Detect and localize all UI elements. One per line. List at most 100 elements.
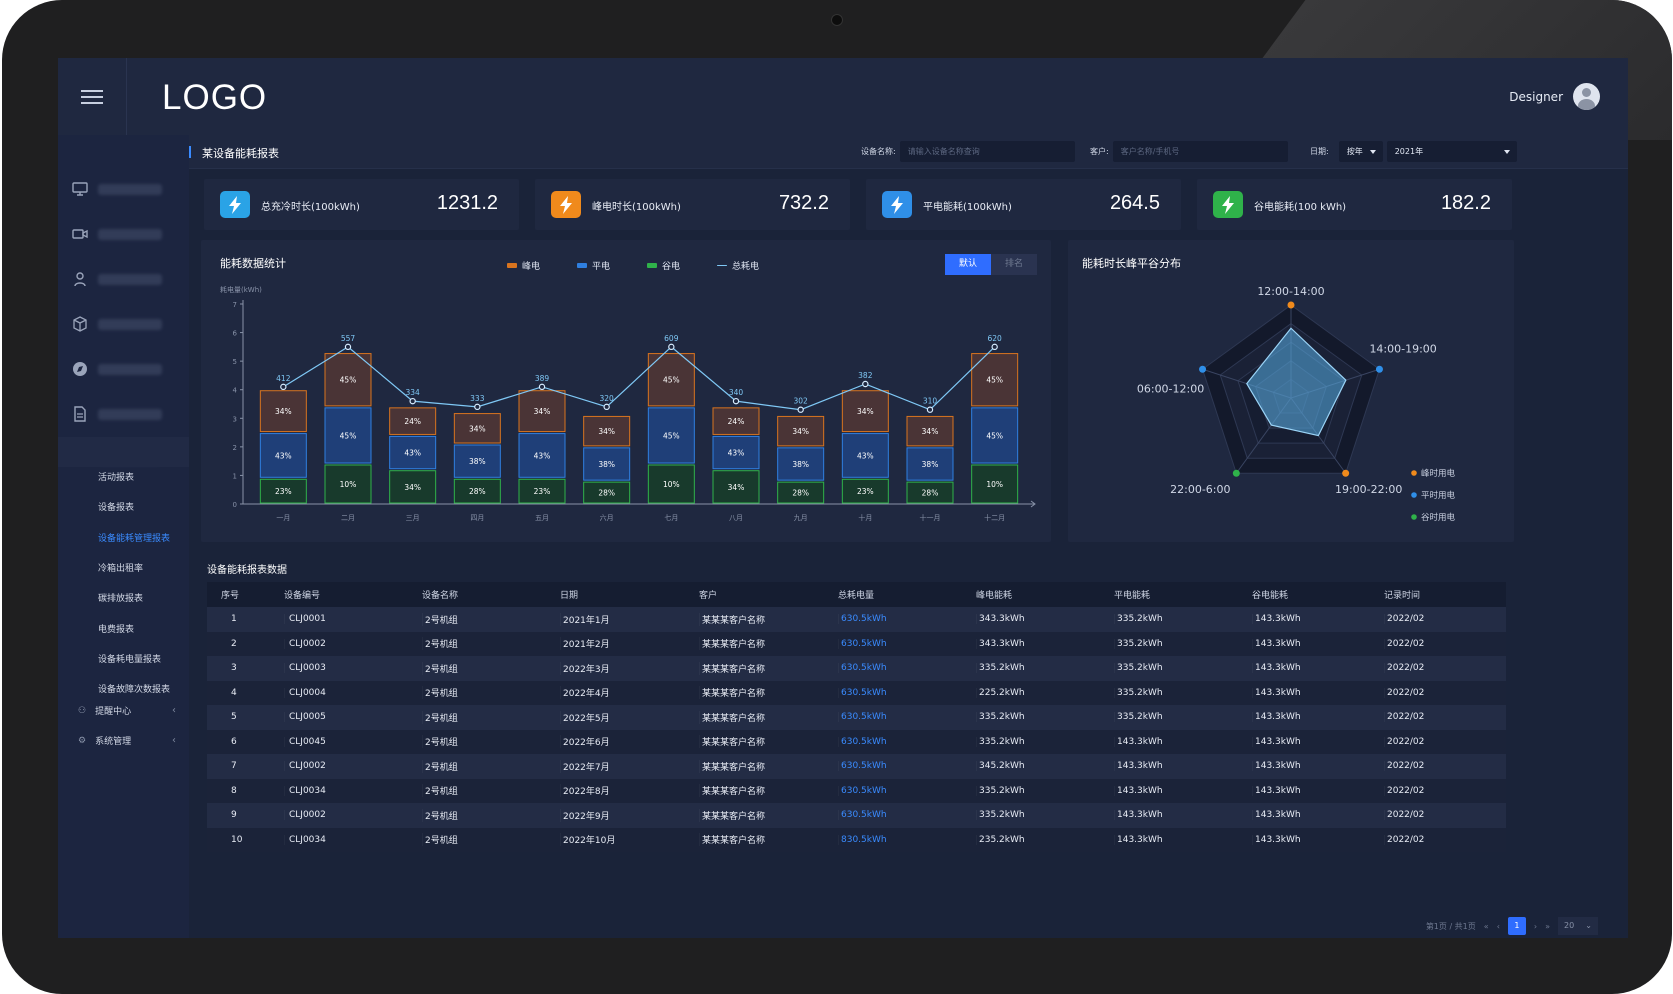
bar-segment-谷电[interactable]: [647, 464, 695, 504]
table-row[interactable]: 5 CLJ0005 2号机组 2022年5月 某某某客户名称 630.5kWh 335.2k…: [207, 705, 1506, 730]
next-page-icon[interactable]: ›: [1533, 921, 1538, 931]
menu-toggle-button[interactable]: [58, 58, 127, 135]
table-row[interactable]: 4 CLJ0004 2号机组 2022年4月 某某某客户名称 630.5kWh 225.2k…: [207, 680, 1506, 705]
bar-segment-谷电[interactable]: [389, 470, 437, 504]
table-row[interactable]: 8 CLJ0034 2号机组 2022年8月 某某某客户名称 630.5kWh 335.2k…: [207, 778, 1506, 803]
sidebar-subitem[interactable]: 电费报表: [98, 624, 135, 635]
bar-segment-峰电[interactable]: [777, 415, 825, 447]
table-row[interactable]: 6 CLJ0045 2号机组 2022年6月 某某某客户名称 630.5kWh 335.2k…: [207, 729, 1506, 754]
bar-segment-峰电[interactable]: [518, 390, 566, 433]
sidebar-item-compass[interactable]: [72, 361, 162, 377]
bar-segment-峰电[interactable]: [389, 407, 437, 435]
total-point[interactable]: [474, 403, 481, 411]
radar-legend-label[interactable]: 谷时用电: [1421, 512, 1456, 523]
bar-segment-谷电[interactable]: [971, 464, 1019, 504]
bar-segment-谷电[interactable]: [324, 464, 372, 504]
table-cell[interactable]: 630.5kWh: [838, 614, 976, 625]
radar-legend-label[interactable]: 峰时用电: [1421, 468, 1456, 479]
column-header[interactable]: 设备名称: [422, 591, 459, 601]
bar-segment-峰电[interactable]: [712, 407, 760, 435]
legend-valley[interactable]: 谷电: [647, 259, 680, 272]
column-header[interactable]: 峰电能耗: [976, 591, 1013, 601]
prev-page-icon[interactable]: ‹: [1496, 921, 1500, 931]
table-cell[interactable]: 630.5kWh: [838, 810, 976, 821]
bar-segment-平电[interactable]: [647, 407, 695, 464]
device-search-input[interactable]: 请输入设备名称查询: [899, 141, 1075, 162]
table-cell[interactable]: 630.5kWh: [838, 638, 976, 649]
table-cell[interactable]: 630.5kWh: [838, 687, 976, 698]
column-header[interactable]: 记录时间: [1384, 591, 1421, 601]
bar-segment-平电[interactable]: [712, 435, 760, 470]
bar-segment-谷电[interactable]: [906, 481, 954, 504]
column-header[interactable]: 序号: [221, 591, 240, 601]
table-cell[interactable]: 630.5kWh: [838, 663, 976, 674]
sidebar-item-cube[interactable]: [72, 316, 162, 332]
table-cell[interactable]: 630.5kWh: [838, 712, 976, 723]
bar-segment-谷电[interactable]: [712, 470, 760, 504]
total-point[interactable]: [668, 343, 675, 351]
table-row[interactable]: 1 CLJ0001 2号机组 2021年1月 某某某客户名称 630.5kWh 343.3k…: [207, 607, 1506, 632]
user-menu[interactable]: Designer: [1509, 83, 1600, 110]
sidebar-subitem[interactable]: 碳排放报表: [98, 594, 144, 605]
total-point[interactable]: [926, 406, 934, 413]
sidebar-group-reminder[interactable]: ⚇ 提醒中心 ‹: [78, 704, 176, 717]
bar-segment-平电[interactable]: [906, 447, 954, 481]
date-value-select[interactable]: 2021年: [1386, 141, 1517, 162]
bar-segment-峰电[interactable]: [841, 390, 889, 433]
date-mode-select[interactable]: 按年: [1338, 141, 1383, 162]
bar-segment-峰电[interactable]: [453, 413, 501, 444]
table-row[interactable]: 3 CLJ0003 2号机组 2022年3月 某某某客户名称 630.5kWh 335.2k…: [207, 656, 1506, 681]
bar-segment-平电[interactable]: [971, 407, 1019, 464]
column-header[interactable]: 总耗电量: [838, 591, 875, 601]
legend-flat[interactable]: 平电: [577, 259, 610, 272]
bar-segment-谷电[interactable]: [841, 478, 889, 504]
total-point[interactable]: [538, 383, 546, 391]
radar-series-area[interactable]: [1246, 327, 1347, 437]
table-cell[interactable]: 630.5kWh: [838, 736, 976, 747]
bar-segment-平电[interactable]: [453, 444, 501, 478]
bar-segment-谷电[interactable]: [583, 481, 631, 504]
bar-segment-平电[interactable]: [389, 435, 437, 470]
legend-total[interactable]: 总耗电: [717, 259, 759, 272]
total-point[interactable]: [344, 343, 352, 351]
total-point[interactable]: [732, 397, 740, 405]
last-page-icon[interactable]: »: [1545, 921, 1550, 931]
toggle-default[interactable]: 默认: [945, 254, 991, 275]
bar-segment-峰电[interactable]: [647, 353, 695, 407]
table-row[interactable]: 10 CLJ0034 2号机组 2022年10月 某某某客户名称 830.5kWh 235.…: [207, 827, 1506, 852]
column-header[interactable]: 客户: [699, 591, 718, 601]
sidebar-item-person[interactable]: [72, 271, 162, 287]
toggle-ranking[interactable]: 排名: [991, 254, 1037, 275]
legend-peak[interactable]: 峰电: [507, 259, 540, 272]
total-point[interactable]: [409, 397, 416, 405]
sidebar-subitem[interactable]: 活动报表: [98, 473, 135, 483]
bar-segment-谷电[interactable]: [777, 481, 825, 504]
table-cell[interactable]: 830.5kWh: [838, 834, 976, 845]
avatar[interactable]: [1573, 83, 1600, 110]
sidebar-subitem[interactable]: 设备能耗管理报表: [98, 533, 171, 544]
bar-segment-平电[interactable]: [518, 433, 566, 478]
sidebar-subitem[interactable]: 设备耗电量报表: [98, 654, 162, 665]
page-1-button[interactable]: 1: [1507, 917, 1526, 935]
customer-search-input[interactable]: 客户名称/手机号: [1112, 141, 1288, 162]
total-point[interactable]: [797, 406, 804, 413]
total-point[interactable]: [280, 383, 287, 391]
page-size-select[interactable]: 20 ⌄: [1558, 917, 1598, 935]
column-header[interactable]: 平电能耗: [1114, 591, 1151, 601]
column-header[interactable]: 谷电能耗: [1252, 591, 1289, 601]
bar-segment-峰电[interactable]: [583, 415, 631, 447]
sidebar-subitem[interactable]: 冷箱出租率: [98, 563, 144, 574]
column-header[interactable]: 日期: [560, 591, 579, 601]
column-header[interactable]: 设备编号: [284, 591, 321, 601]
bar-segment-平电[interactable]: [841, 433, 889, 478]
bar-segment-峰电[interactable]: [324, 353, 372, 407]
table-cell[interactable]: 630.5kWh: [838, 761, 976, 772]
bar-segment-平电[interactable]: [777, 447, 825, 481]
total-point[interactable]: [991, 343, 998, 351]
bar-segment-平电[interactable]: [259, 433, 307, 478]
sidebar-group-system[interactable]: ⚙ 系统管理 ‹: [78, 734, 176, 747]
radar-legend-label[interactable]: 平时用电: [1421, 490, 1456, 501]
first-page-icon[interactable]: «: [1483, 921, 1489, 931]
sidebar-item-document[interactable]: [72, 406, 162, 422]
bar-segment-平电[interactable]: [583, 447, 631, 481]
